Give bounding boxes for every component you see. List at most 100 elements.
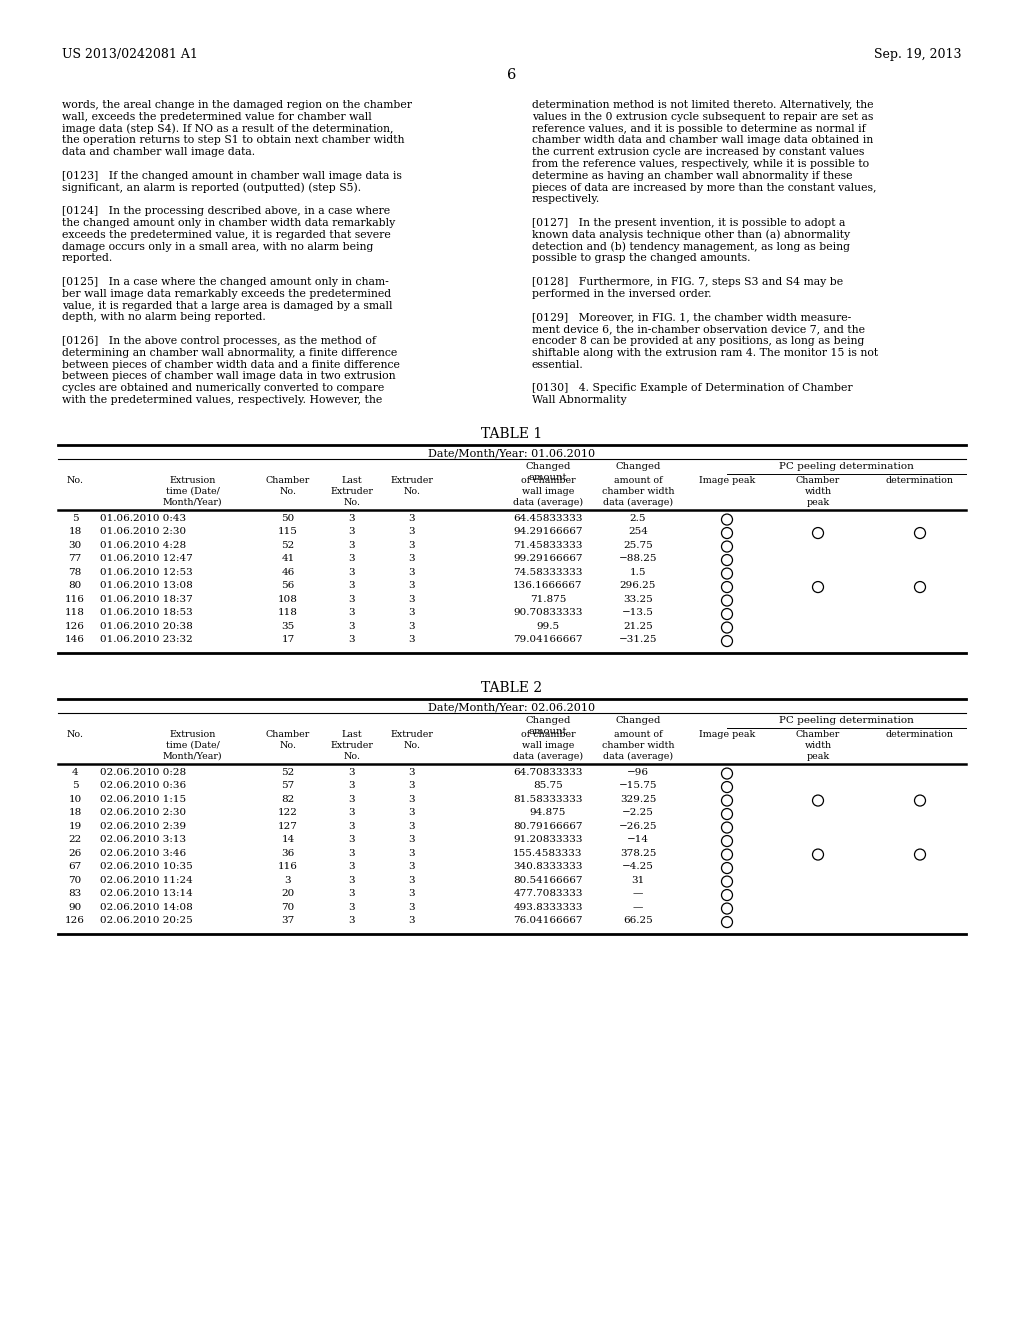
Text: 64.45833333: 64.45833333 <box>513 513 583 523</box>
Text: the current extrusion cycle are increased by constant values: the current extrusion cycle are increase… <box>532 148 864 157</box>
Text: Changed
amount: Changed amount <box>525 462 570 482</box>
Text: 3: 3 <box>349 808 355 817</box>
Text: 64.70833333: 64.70833333 <box>513 768 583 776</box>
Text: [0130]   4. Specific Example of Determination of Chamber: [0130] 4. Specific Example of Determinat… <box>532 383 853 393</box>
Text: 116: 116 <box>66 595 85 603</box>
Text: 329.25: 329.25 <box>620 795 656 804</box>
Text: Image peak: Image peak <box>698 730 755 739</box>
Text: 90: 90 <box>69 903 82 912</box>
Text: Last
Extruder
No.: Last Extruder No. <box>331 730 374 762</box>
Text: 01.06.2010 13:08: 01.06.2010 13:08 <box>100 581 193 590</box>
Text: 3: 3 <box>349 862 355 871</box>
Text: 36: 36 <box>282 849 295 858</box>
Text: 3: 3 <box>409 527 416 536</box>
Text: 3: 3 <box>349 595 355 603</box>
Text: 01.06.2010 20:38: 01.06.2010 20:38 <box>100 622 193 631</box>
Text: −13.5: −13.5 <box>622 609 654 618</box>
Text: from the reference values, respectively, while it is possible to: from the reference values, respectively,… <box>532 158 869 169</box>
Text: ber wall image data remarkably exceeds the predetermined: ber wall image data remarkably exceeds t… <box>62 289 391 298</box>
Text: [0124]   In the processing described above, in a case where: [0124] In the processing described above… <box>62 206 390 216</box>
Text: 82: 82 <box>282 795 295 804</box>
Text: exceeds the predetermined value, it is regarded that severe: exceeds the predetermined value, it is r… <box>62 230 391 240</box>
Text: 76.04166667: 76.04166667 <box>513 916 583 925</box>
Text: 116: 116 <box>279 862 298 871</box>
Text: 17: 17 <box>282 635 295 644</box>
Text: determining an chamber wall abnormality, a finite difference: determining an chamber wall abnormality,… <box>62 347 397 358</box>
Text: Last
Extruder
No.: Last Extruder No. <box>331 475 374 507</box>
Text: performed in the inversed order.: performed in the inversed order. <box>532 289 712 298</box>
Text: 3: 3 <box>349 822 355 830</box>
Text: PC peeling determination: PC peeling determination <box>779 715 914 725</box>
Text: [0129]   Moreover, in FIG. 1, the chamber width measure-: [0129] Moreover, in FIG. 1, the chamber … <box>532 313 851 322</box>
Text: data and chamber wall image data.: data and chamber wall image data. <box>62 148 255 157</box>
Text: 41: 41 <box>282 554 295 564</box>
Text: chamber width data and chamber wall image data obtained in: chamber width data and chamber wall imag… <box>532 136 873 145</box>
Text: 3: 3 <box>409 622 416 631</box>
Text: —: — <box>633 890 643 899</box>
Text: 02.06.2010 0:28: 02.06.2010 0:28 <box>100 768 186 776</box>
Text: 3: 3 <box>349 541 355 550</box>
Text: 01.06.2010 12:53: 01.06.2010 12:53 <box>100 568 193 577</box>
Text: 85.75: 85.75 <box>534 781 563 791</box>
Text: 108: 108 <box>279 595 298 603</box>
Text: Extrusion
time (Date/
Month/Year): Extrusion time (Date/ Month/Year) <box>163 730 222 762</box>
Text: Extruder
No.: Extruder No. <box>390 475 433 496</box>
Text: 3: 3 <box>349 622 355 631</box>
Text: 35: 35 <box>282 622 295 631</box>
Text: 477.7083333: 477.7083333 <box>513 890 583 899</box>
Text: 37: 37 <box>282 916 295 925</box>
Text: 5: 5 <box>72 781 78 791</box>
Text: 83: 83 <box>69 890 82 899</box>
Text: 3: 3 <box>409 836 416 845</box>
Text: determination: determination <box>886 475 954 484</box>
Text: 02.06.2010 10:35: 02.06.2010 10:35 <box>100 862 193 871</box>
Text: known data analysis technique other than (a) abnormality: known data analysis technique other than… <box>532 230 850 240</box>
Text: with the predetermined values, respectively. However, the: with the predetermined values, respectiv… <box>62 395 382 405</box>
Text: 02.06.2010 3:46: 02.06.2010 3:46 <box>100 849 186 858</box>
Text: 3: 3 <box>349 781 355 791</box>
Text: 14: 14 <box>282 836 295 845</box>
Text: 3: 3 <box>349 554 355 564</box>
Text: 3: 3 <box>409 795 416 804</box>
Text: image data (step S4). If NO as a result of the determination,: image data (step S4). If NO as a result … <box>62 124 393 135</box>
Text: 493.8333333: 493.8333333 <box>513 903 583 912</box>
Text: 3: 3 <box>349 609 355 618</box>
Text: of chamber
wall image
data (average): of chamber wall image data (average) <box>513 730 583 762</box>
Text: 3: 3 <box>349 836 355 845</box>
Text: Changed
amount: Changed amount <box>525 715 570 737</box>
Text: [0123]   If the changed amount in chamber wall image data is: [0123] If the changed amount in chamber … <box>62 170 401 181</box>
Text: 77: 77 <box>69 554 82 564</box>
Text: 3: 3 <box>409 862 416 871</box>
Text: 126: 126 <box>66 916 85 925</box>
Text: ment device 6, the in-chamber observation device 7, and the: ment device 6, the in-chamber observatio… <box>532 325 865 334</box>
Text: 99.5: 99.5 <box>537 622 559 631</box>
Text: words, the areal change in the damaged region on the chamber: words, the areal change in the damaged r… <box>62 100 412 110</box>
Text: damage occurs only in a small area, with no alarm being: damage occurs only in a small area, with… <box>62 242 374 252</box>
Text: 3: 3 <box>409 916 416 925</box>
Text: 31: 31 <box>632 875 645 884</box>
Text: depth, with no alarm being reported.: depth, with no alarm being reported. <box>62 313 266 322</box>
Text: 2.5: 2.5 <box>630 513 646 523</box>
Text: 10: 10 <box>69 795 82 804</box>
Text: 3: 3 <box>349 916 355 925</box>
Text: 3: 3 <box>409 808 416 817</box>
Text: 155.4583333: 155.4583333 <box>513 849 583 858</box>
Text: 18: 18 <box>69 527 82 536</box>
Text: 52: 52 <box>282 541 295 550</box>
Text: 3: 3 <box>409 541 416 550</box>
Text: 3: 3 <box>349 875 355 884</box>
Text: 81.58333333: 81.58333333 <box>513 795 583 804</box>
Text: Chamber
No.: Chamber No. <box>266 475 310 496</box>
Text: 118: 118 <box>279 609 298 618</box>
Text: 3: 3 <box>409 903 416 912</box>
Text: 3: 3 <box>409 635 416 644</box>
Text: reference values, and it is possible to determine as normal if: reference values, and it is possible to … <box>532 124 865 133</box>
Text: Changed: Changed <box>615 462 660 471</box>
Text: 02.06.2010 1:15: 02.06.2010 1:15 <box>100 795 186 804</box>
Text: −31.25: −31.25 <box>618 635 657 644</box>
Text: TABLE 2: TABLE 2 <box>481 681 543 694</box>
Text: reported.: reported. <box>62 253 114 264</box>
Text: 01.06.2010 0:43: 01.06.2010 0:43 <box>100 513 186 523</box>
Text: 01.06.2010 23:32: 01.06.2010 23:32 <box>100 635 193 644</box>
Text: 33.25: 33.25 <box>624 595 653 603</box>
